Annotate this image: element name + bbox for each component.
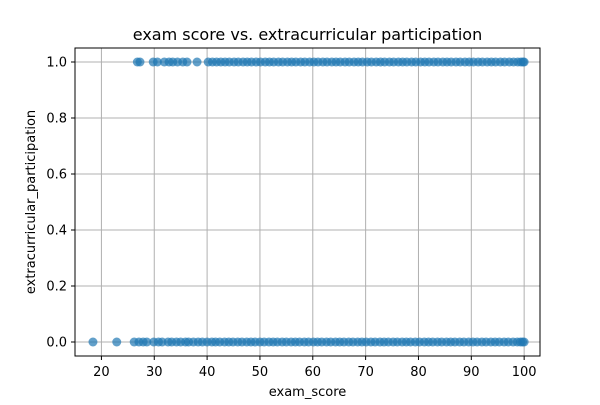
x-axis: 20 30 40 50 60 70 80 90 100 <box>93 356 537 380</box>
x-tick-label: 20 <box>93 365 110 380</box>
data-point <box>182 57 192 67</box>
x-tick-label: 30 <box>146 365 163 380</box>
x-tick-label: 40 <box>199 365 216 380</box>
y-tick-label: 1.0 <box>46 56 67 71</box>
data-point <box>519 57 529 67</box>
x-tick-label: 50 <box>252 365 269 380</box>
data-point <box>88 337 98 347</box>
y-axis-label: extracurricular_participation <box>24 110 39 294</box>
points-layer <box>88 57 529 347</box>
data-point <box>142 337 152 347</box>
y-axis: 0.0 0.2 0.4 0.6 0.8 1.0 <box>46 56 75 351</box>
chart-title: exam score vs. extracurricular participa… <box>133 25 482 44</box>
data-point <box>135 57 145 67</box>
y-tick-label: 0.2 <box>46 280 67 295</box>
x-tick-label: 90 <box>463 365 480 380</box>
plot-frame <box>74 47 541 357</box>
y-tick-label: 0.0 <box>46 336 67 351</box>
y-tick-label: 0.4 <box>46 224 67 239</box>
y-tick-label: 0.8 <box>46 112 67 127</box>
data-point <box>152 57 162 67</box>
x-tick-label: 80 <box>410 365 427 380</box>
data-point <box>519 337 529 347</box>
x-tick-label: 60 <box>305 365 322 380</box>
data-point <box>112 337 122 347</box>
y-tick-label: 0.6 <box>46 168 67 183</box>
data-point <box>192 57 202 67</box>
x-tick-label: 100 <box>512 365 537 380</box>
grid-layer <box>75 48 540 356</box>
x-tick-label: 70 <box>357 365 374 380</box>
x-axis-label: exam_score <box>269 385 347 400</box>
